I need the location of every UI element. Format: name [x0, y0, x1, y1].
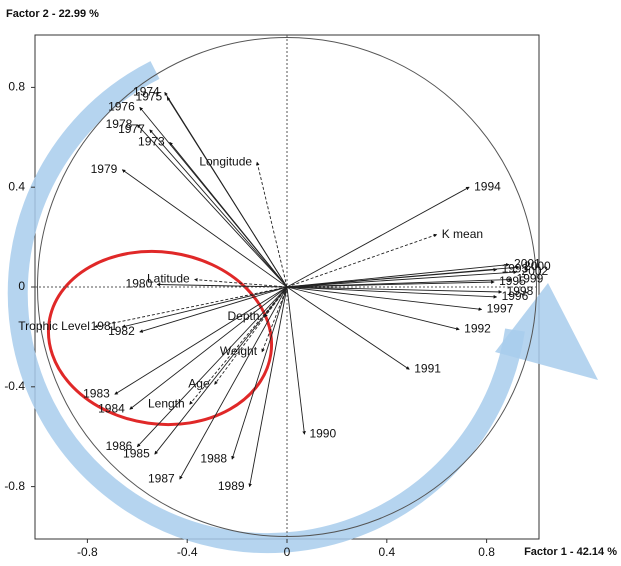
vector-label: 1989	[218, 479, 245, 493]
vector-label: 1973	[138, 134, 165, 148]
vector-label: 1981	[91, 319, 118, 333]
vector-label: 1976	[108, 100, 135, 114]
vector-label: 1997	[487, 302, 514, 316]
vector	[140, 287, 287, 332]
vector	[167, 97, 287, 287]
vector	[287, 287, 304, 434]
highlight-arrow	[18, 70, 515, 543]
x-tick-label: -0.8	[77, 545, 98, 559]
x-tick-label: 0.4	[378, 545, 395, 559]
vector-label: Latitude	[147, 272, 190, 286]
y-tick-label: -0.4	[4, 379, 25, 393]
vector-label: Weight	[220, 344, 258, 358]
x-tick-label: 0.8	[478, 545, 495, 559]
vector	[287, 272, 517, 287]
page: {"chart_data": { "type": "vectors", "x_l…	[0, 0, 621, 561]
x-tick-label: -0.4	[177, 545, 198, 559]
vector-label: Trophic Level	[18, 319, 90, 333]
vector-label: 1979	[91, 162, 118, 176]
y-tick-label: -0.8	[4, 479, 25, 493]
x-axis-title: Factor 1 - 42.14 %	[524, 546, 617, 558]
y-tick-label: 0.8	[8, 80, 25, 94]
vector	[137, 125, 287, 287]
vector	[122, 170, 287, 287]
vector-label: K mean	[442, 227, 483, 241]
vector	[137, 287, 287, 447]
vector-label: 1992	[464, 322, 491, 336]
x-tick-label: 0	[284, 545, 291, 559]
chart: Factor 2 - 22.99 % Factor 1 - 42.14 % -0…	[0, 0, 621, 561]
vector-label: 1988	[200, 451, 227, 465]
vector	[287, 287, 502, 292]
vector-label: 1975	[136, 90, 163, 104]
vector-label: 1990	[309, 426, 336, 440]
vector	[287, 287, 497, 297]
y-axis-title: Factor 2 - 22.99 %	[6, 8, 99, 20]
vector-label: 1987	[148, 471, 175, 485]
vector	[287, 287, 459, 329]
y-tick-label: 0.4	[8, 179, 25, 193]
vector	[150, 130, 287, 287]
vector-label: Longitude	[199, 154, 252, 168]
vector-label: 1994	[474, 179, 501, 193]
vector	[287, 287, 482, 309]
vector-label: 1984	[98, 401, 125, 415]
vector-label: 1983	[83, 386, 110, 400]
vector-label: 1986	[106, 439, 133, 453]
vector-label: Length	[148, 396, 185, 410]
y-tick-label: 0	[18, 279, 25, 293]
vector-label: 1991	[414, 362, 441, 376]
